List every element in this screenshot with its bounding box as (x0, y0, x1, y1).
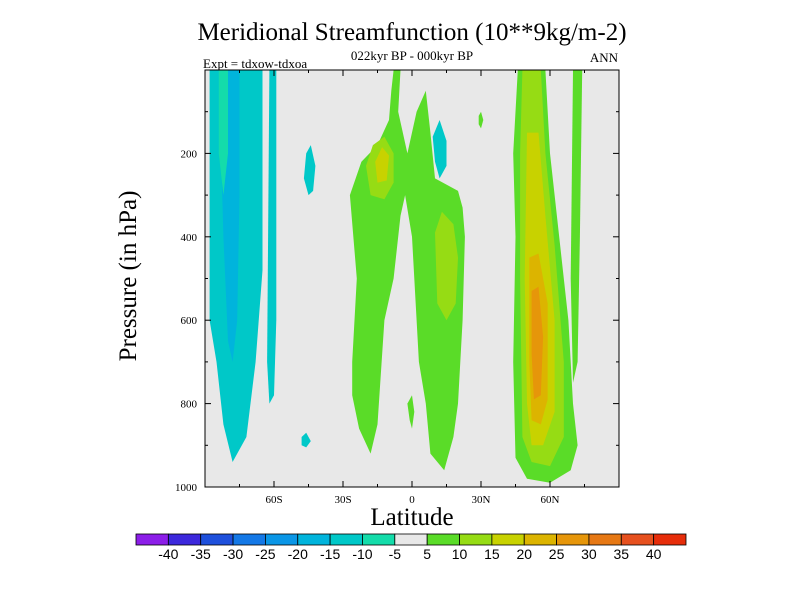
colorbar-label-2: -30 (223, 546, 243, 562)
contour-region-9 (432, 120, 447, 179)
contour-region-4 (301, 432, 311, 448)
chart-subtitle-season: ANN (590, 50, 619, 65)
y-tick-label-1: 400 (181, 232, 198, 244)
colorbar-box-7 (362, 533, 396, 546)
contour-region-17 (570, 70, 583, 383)
x-axis-ticks: 60S 30S 0 30N 60N (239, 70, 585, 506)
colorbar-label-1: -35 (191, 546, 211, 562)
contour-region-7 (375, 147, 389, 183)
x-tick-label-2: 0 (409, 494, 415, 506)
colorbar-label-3: -25 (255, 546, 275, 562)
y-tick-label-3: 800 (181, 399, 198, 411)
y-tick-label-4: 1000 (175, 482, 198, 494)
x-tick-label-3: 30N (472, 494, 491, 506)
colorbar-box-13 (556, 533, 590, 546)
colorbar-label-14: 35 (614, 546, 630, 562)
x-tick-label-1: 30S (334, 494, 351, 506)
chart-subtitle-experiment: Expt = tdxow-tdxoa (203, 56, 307, 71)
colorbar-box-15 (620, 533, 655, 546)
contour-region-16 (531, 286, 544, 400)
y-tick-label-0: 200 (181, 148, 198, 160)
colorbar-box-3 (232, 533, 266, 546)
colorbar-label-13: 30 (581, 546, 597, 562)
y-axis-ticks: 200 400 600 800 1000 (175, 111, 619, 494)
colorbar-box-16 (653, 533, 687, 546)
colorbar: -40 -35 -30 -25 -20 -15 -10 -5 5 10 15 20 25 30 35 40 (135, 533, 687, 562)
colorbar-label-12: 25 (549, 546, 565, 562)
contour-region-10 (407, 395, 415, 429)
colorbar-label-6: -10 (352, 546, 372, 562)
y-tick-label-2: 600 (181, 315, 198, 327)
colorbar-label-0: -40 (158, 546, 178, 562)
colorbar-box-11 (491, 533, 525, 546)
colorbar-label-7: -5 (389, 546, 402, 562)
colorbar-label-10: 15 (484, 546, 500, 562)
colorbar-box-0 (135, 533, 169, 546)
colorbar-label-5: -15 (320, 546, 340, 562)
contour-region-2 (267, 70, 277, 404)
contour-region-18 (218, 70, 228, 196)
x-tick-label-0: 60S (265, 494, 282, 506)
x-axis-label: Latitude (370, 504, 453, 531)
colorbar-box-4 (265, 533, 299, 546)
contour-region-3 (303, 145, 316, 196)
colorbar-box-10 (459, 533, 493, 546)
contour-region-8 (435, 211, 458, 321)
colorbar-label-11: 20 (516, 546, 532, 562)
colorbar-box-9 (426, 533, 460, 546)
colorbar-box-8 (394, 533, 428, 546)
colorbar-label-8: 5 (423, 546, 431, 562)
colorbar-box-1 (167, 533, 202, 546)
colorbar-label-15: 40 (646, 546, 662, 562)
colorbar-label-4: -20 (288, 546, 308, 562)
chart-subtitle-period: 022kyr BP - 000kyr BP (351, 48, 473, 63)
colorbar-box-12 (523, 533, 557, 546)
colorbar-box-14 (588, 533, 622, 546)
x-tick-label-4: 60N (541, 494, 560, 506)
colorbar-label-9: 10 (452, 546, 468, 562)
chart-title: Meridional Streamfunction (10**9kg/m-2) (197, 19, 626, 46)
contour-fill-regions (209, 70, 583, 483)
colorbar-box-2 (200, 533, 234, 546)
contour-region-11 (478, 111, 484, 129)
colorbar-box-6 (329, 533, 363, 546)
colorbar-box-5 (297, 533, 331, 546)
y-axis-label: Pressure (in hPa) (115, 191, 142, 362)
